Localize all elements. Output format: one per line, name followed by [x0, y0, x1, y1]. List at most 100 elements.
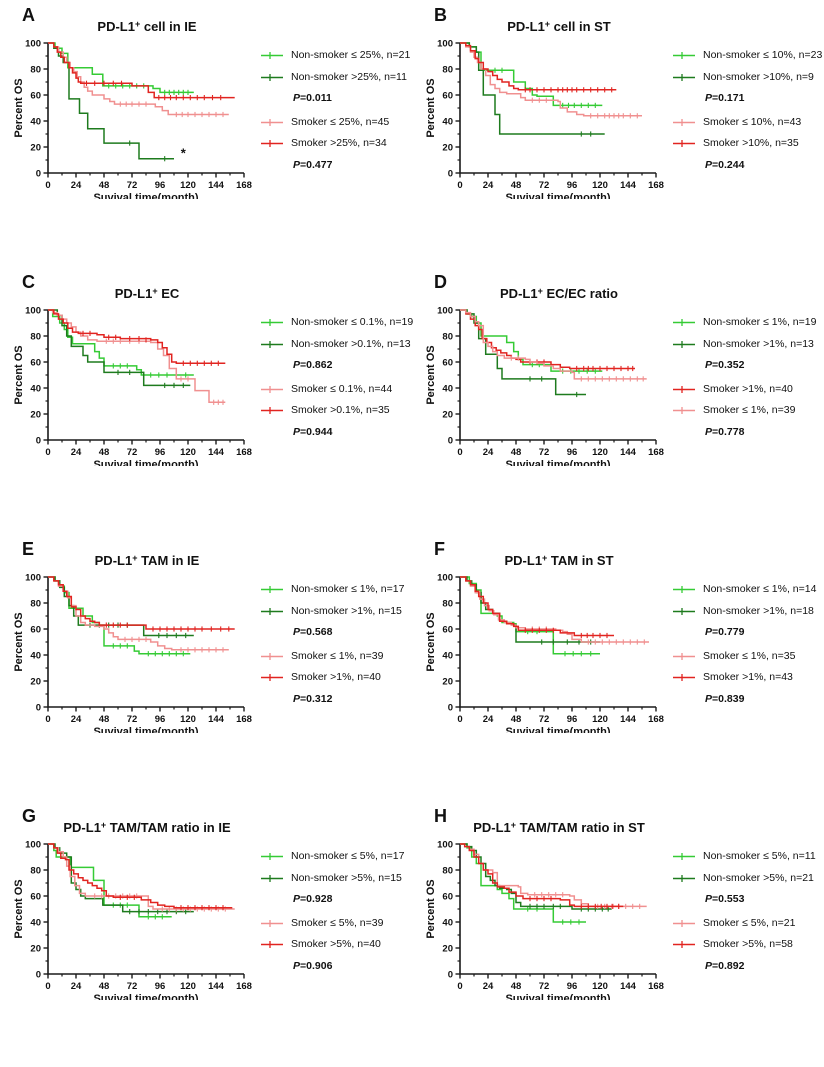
- x-tick-label: 144: [208, 447, 225, 458]
- legend-item: Non-smoker ≤ 0.1%, n=19: [260, 316, 413, 329]
- x-tick-label: 96: [567, 180, 578, 191]
- legend-key-line-icon: [261, 140, 283, 148]
- censor-ticks-3: [524, 87, 613, 93]
- y-tick-label: 80: [30, 331, 41, 342]
- survival-plot: 0 24 48 72 96 120 144 168 0 20 40 60 80 100 Suvival ti…: [425, 839, 664, 1000]
- legend-label: Non-smoker >1%, n=18: [703, 604, 814, 617]
- p-value: P=0.944: [293, 426, 413, 439]
- x-tick-label: 0: [45, 981, 50, 992]
- plot-title: PD-L1+ EC/EC ratio: [424, 286, 664, 301]
- x-tick-label: 0: [457, 447, 462, 458]
- x-axis-label: Suvival time(month): [93, 459, 198, 466]
- legend-label: Smoker >1%, n=40: [291, 671, 381, 683]
- legend-item: Non-smoker ≤ 1%, n=14: [672, 583, 824, 596]
- y-tick-label: 20: [30, 142, 41, 153]
- plot-title-text: TAM/TAM ratio in ST: [516, 820, 645, 835]
- legend-item: Non-smoker >25%, n=11: [260, 71, 412, 84]
- legend-label: Smoker >0.1%, n=35: [291, 404, 390, 416]
- y-tick-label: 60: [30, 357, 41, 368]
- panel-letter: E: [22, 539, 35, 559]
- survival-curve-1: [460, 843, 612, 910]
- plot-title-text: PD-L1: [504, 553, 543, 568]
- legend-label: Smoker >5%, n=40: [291, 938, 381, 950]
- x-tick-label: 0: [457, 180, 462, 191]
- legend-label: Non-smoker ≤ 0.1%, n=19: [291, 316, 414, 328]
- x-tick-label: 144: [620, 447, 637, 458]
- legend-key-line-icon: [261, 652, 283, 660]
- km-panel: H PD-L1+ TAM/TAM ratio in ST 0 24 48 72 96 12…: [412, 801, 824, 1067]
- legend-item: Smoker ≤ 25%, n=45: [260, 116, 412, 129]
- p-value: P=0.839: [705, 693, 824, 706]
- legend-key-line-icon: [261, 941, 283, 949]
- x-tick-label: 72: [539, 447, 550, 458]
- p-number: =0.862: [300, 359, 333, 371]
- legend-key-line-icon: [673, 319, 695, 327]
- p-symbol: P: [293, 92, 301, 104]
- legend-item: Smoker ≤ 5%, n=39: [260, 917, 412, 930]
- panel-letter: C: [22, 272, 36, 292]
- km-panel: G PD-L1+ TAM/TAM ratio in IE 0 24 48 72 96 12…: [0, 801, 412, 1067]
- censor-ticks-1: [117, 369, 184, 388]
- plot-title-text: TAM in ST: [547, 553, 614, 568]
- y-tick-label: 0: [36, 702, 41, 713]
- p-number: =0.244: [712, 158, 745, 171]
- x-tick-label: 72: [127, 981, 138, 992]
- y-tick-label: 80: [30, 64, 41, 75]
- y-tick-label: 20: [30, 409, 41, 420]
- p-symbol: P: [293, 359, 301, 371]
- y-tick-label: 0: [36, 435, 41, 446]
- p-value: P=0.892: [705, 960, 824, 973]
- x-tick-label: 24: [71, 447, 82, 458]
- legend-label: Non-smoker >5%, n=15: [291, 871, 402, 884]
- plot-title-superscript: +: [100, 820, 107, 830]
- legend-item: Non-smoker >1%, n=15: [260, 605, 412, 618]
- p-symbol: P: [293, 158, 301, 171]
- survival-curve-2: [460, 42, 642, 117]
- legend-key-line-icon: [261, 407, 283, 415]
- legend-item: Smoker >1%, n=40: [672, 383, 824, 396]
- p-symbol: P: [705, 92, 713, 104]
- p-symbol: P: [705, 626, 713, 638]
- x-tick-label: 72: [539, 714, 550, 725]
- legend-label: Smoker ≤ 1%, n=39: [291, 649, 384, 662]
- legend-item: Non-smoker >5%, n=15: [260, 872, 412, 885]
- plot-title-text: PD-L1: [97, 19, 135, 34]
- y-axis-label: Percent OS: [425, 879, 437, 938]
- survival-plot: 0 24 48 72 96 120 144 168 0 20 40 60 80 100 Suvival ti…: [425, 305, 664, 466]
- legend-label: Non-smoker ≤ 25%, n=21: [291, 49, 411, 61]
- x-tick-label: 120: [180, 714, 196, 725]
- censor-ticks-1: [541, 639, 592, 645]
- y-tick-label: 100: [25, 839, 41, 850]
- y-tick-label: 0: [448, 168, 453, 179]
- plot-title-text: PD-L1: [94, 553, 133, 568]
- x-tick-label: 144: [620, 180, 637, 191]
- legend-key-line-icon: [261, 385, 283, 393]
- p-value: P=0.312: [293, 693, 412, 706]
- plot-axes: 0 24 48 72 96 120 144 168 0 20 40 60 80 100 Suvival ti…: [13, 572, 252, 733]
- legend-key-line-icon: [261, 853, 283, 861]
- p-number: =0.477: [300, 158, 333, 171]
- p-value: P=0.778: [705, 426, 824, 439]
- x-axis-label: Suvival time(month): [505, 459, 610, 466]
- panel-letter: A: [22, 5, 36, 25]
- censor-ticks-3: [524, 627, 608, 639]
- significance-asterisk: *: [181, 145, 187, 160]
- x-axis-label: Suvival time(month): [505, 993, 610, 1000]
- x-tick-label: 0: [457, 714, 462, 725]
- legend-key-line-icon: [261, 340, 283, 348]
- survival-curve-0: [460, 576, 600, 655]
- x-tick-label: 0: [45, 180, 50, 191]
- censor-ticks-3: [82, 330, 219, 366]
- survival-curve-3: [460, 843, 624, 908]
- legend-item: Non-smoker ≤ 5%, n=11: [672, 850, 824, 863]
- y-axis-label: Percent OS: [13, 345, 25, 404]
- legend-label: Smoker ≤ 1%, n=39: [703, 404, 796, 416]
- y-tick-label: 100: [25, 38, 41, 49]
- x-tick-label: 96: [155, 981, 166, 992]
- y-tick-label: 80: [442, 598, 453, 609]
- x-tick-label: 72: [127, 714, 138, 725]
- y-tick-label: 80: [30, 865, 41, 876]
- panel-letter: D: [434, 272, 448, 292]
- legend-label: Smoker >25%, n=34: [291, 137, 387, 149]
